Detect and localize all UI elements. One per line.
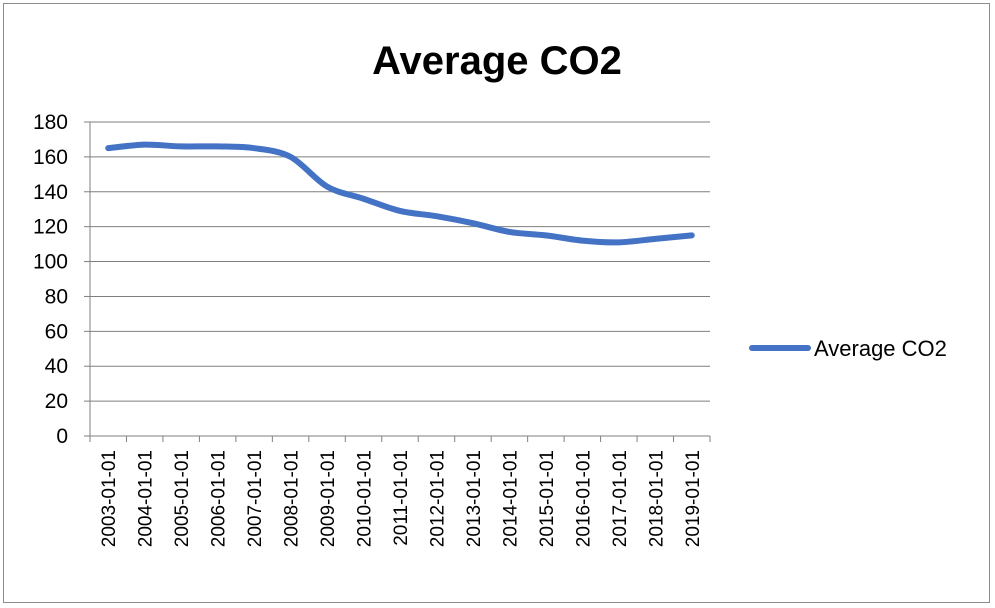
axes	[89, 122, 710, 437]
x-tick-label: 2016-01-01	[573, 450, 594, 547]
x-tick-label: 2014-01-01	[500, 450, 521, 547]
x-tick-label: 2017-01-01	[610, 450, 631, 547]
chart-frame	[3, 3, 990, 603]
x-tick-label: 2006-01-01	[209, 450, 230, 547]
x-tick-label: 2013-01-01	[464, 450, 485, 547]
x-tick-label: 2019-01-01	[683, 450, 704, 547]
x-tick-label: 2008-01-01	[282, 450, 303, 547]
y-tick-label: 60	[45, 320, 68, 343]
series-line	[105, 141, 695, 246]
gridlines	[90, 121, 710, 402]
x-tick-label: 2005-01-01	[172, 450, 193, 547]
y-tick-label: 80	[45, 285, 68, 308]
y-tick-label: 20	[45, 390, 68, 413]
x-axis-ticks: 2003-01-01 2004-01-01 2005-01-01 2006-01-01…	[89, 436, 711, 547]
y-axis-ticks: 0 20 40 60 80 100 120 140 160 180	[33, 111, 90, 448]
legend-label: Average CO2	[814, 336, 947, 361]
x-tick-label: 2004-01-01	[136, 450, 157, 547]
y-tick-label: 140	[33, 181, 68, 204]
y-tick-label: 120	[33, 216, 68, 239]
x-tick-label: 2007-01-01	[245, 450, 266, 547]
x-tick-label: 2010-01-01	[355, 450, 376, 547]
series-layer	[105, 141, 695, 246]
x-tick-label: 2015-01-01	[537, 450, 558, 547]
y-tick-label: 100	[33, 251, 68, 274]
y-tick-label: 180	[33, 111, 68, 134]
y-tick-label: 160	[33, 146, 68, 169]
x-tick-label: 2012-01-01	[427, 450, 448, 547]
y-tick-label: 40	[45, 355, 68, 378]
x-tick-label: 2009-01-01	[318, 450, 339, 547]
chart-title: Average CO2	[372, 39, 622, 83]
x-tick-label: 2018-01-01	[646, 450, 667, 547]
x-tick-label: 2011-01-01	[391, 450, 412, 546]
x-tick-label: 2003-01-01	[99, 450, 120, 547]
legend: Average CO2	[749, 336, 947, 361]
y-tick-label: 0	[56, 425, 68, 448]
